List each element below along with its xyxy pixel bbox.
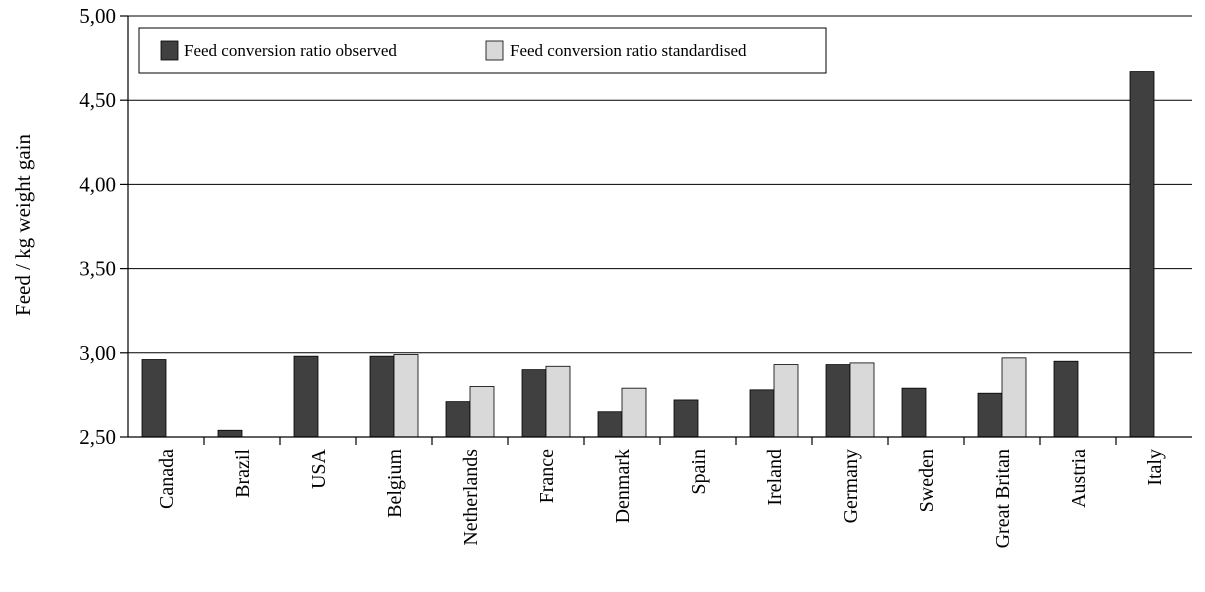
x-tick-label: Canada: [156, 449, 178, 509]
x-tick-label: USA: [308, 448, 330, 489]
x-tick-label: Denmark: [612, 449, 634, 523]
x-tick-label: Spain: [688, 449, 710, 495]
bar-standardised: [469, 386, 495, 438]
bar-observed: [825, 364, 851, 438]
x-tick-label: France: [536, 449, 558, 504]
bar-observed: [521, 369, 547, 438]
bar-observed: [1053, 360, 1079, 438]
legend-box: [138, 27, 827, 74]
legend-label-observed: Feed conversion ratio observed: [184, 41, 397, 60]
bar-standardised: [1001, 357, 1027, 438]
x-tick-label: Netherlands: [460, 449, 482, 546]
y-tick-labels: 2,50 3,00 3,50 4,00 4,50 5,00: [79, 4, 128, 449]
bar-standardised: [545, 365, 571, 438]
x-tick-label: Germany: [840, 449, 862, 523]
bar-observed: [673, 399, 699, 438]
y-tick-label: 4,00: [79, 172, 116, 196]
y-axis-label: Feed / kg weight gain: [11, 134, 35, 316]
x-tick-label: Great Britan: [992, 449, 1014, 548]
axes: [127, 16, 1192, 438]
bar-observed: [749, 389, 775, 438]
y-tick-label: 5,00: [79, 4, 116, 28]
bar-observed: [445, 401, 471, 438]
bar-observed: [597, 411, 623, 438]
bar-standardised: [393, 354, 419, 438]
x-tick-label: Sweden: [916, 449, 938, 512]
y-tick-label: 4,50: [79, 88, 116, 112]
bar-observed: [293, 355, 319, 438]
legend-swatch-observed: [160, 40, 179, 61]
bar-observed: [977, 392, 1003, 438]
grid-lines: [128, 15, 1192, 438]
bar-observed: [369, 355, 395, 438]
legend-label-standardised: Feed conversion ratio standardised: [510, 41, 747, 60]
x-tick-labels: Canada Brazil USA Belgium Netherlands France D…: [156, 437, 1166, 548]
x-tick-label: Brazil: [232, 449, 254, 498]
x-tick-label: Italy: [1144, 449, 1166, 486]
bar-observed: [1129, 71, 1155, 438]
x-tick-label: Austria: [1068, 449, 1090, 508]
x-tick-label: Belgium: [384, 449, 406, 518]
bars: [141, 71, 1155, 438]
x-tick-label: Ireland: [764, 449, 786, 506]
y-tick-label: 3,00: [79, 341, 116, 365]
legend-swatch-standardised: [485, 40, 504, 61]
bar-standardised: [773, 364, 799, 438]
bar-observed: [901, 387, 927, 438]
bar-observed: [217, 429, 243, 438]
y-tick-label: 2,50: [79, 425, 116, 449]
bar-standardised: [621, 387, 647, 438]
y-tick-label: 3,50: [79, 257, 116, 281]
bar-observed: [141, 359, 167, 438]
legend: Feed conversion ratio observed Feed conv…: [138, 27, 827, 74]
bar-standardised: [849, 362, 875, 438]
